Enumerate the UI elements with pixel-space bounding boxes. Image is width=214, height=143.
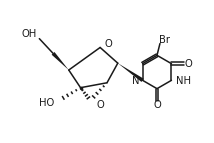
Text: HO: HO: [39, 98, 54, 108]
Text: Br: Br: [159, 35, 170, 45]
Polygon shape: [52, 52, 69, 70]
Text: O: O: [104, 39, 112, 49]
Text: NH: NH: [176, 76, 191, 86]
Text: O: O: [184, 59, 192, 69]
Text: N: N: [132, 76, 140, 86]
Text: O: O: [153, 100, 161, 110]
Polygon shape: [118, 63, 144, 82]
Text: O: O: [96, 100, 104, 110]
Text: OH: OH: [21, 29, 36, 39]
